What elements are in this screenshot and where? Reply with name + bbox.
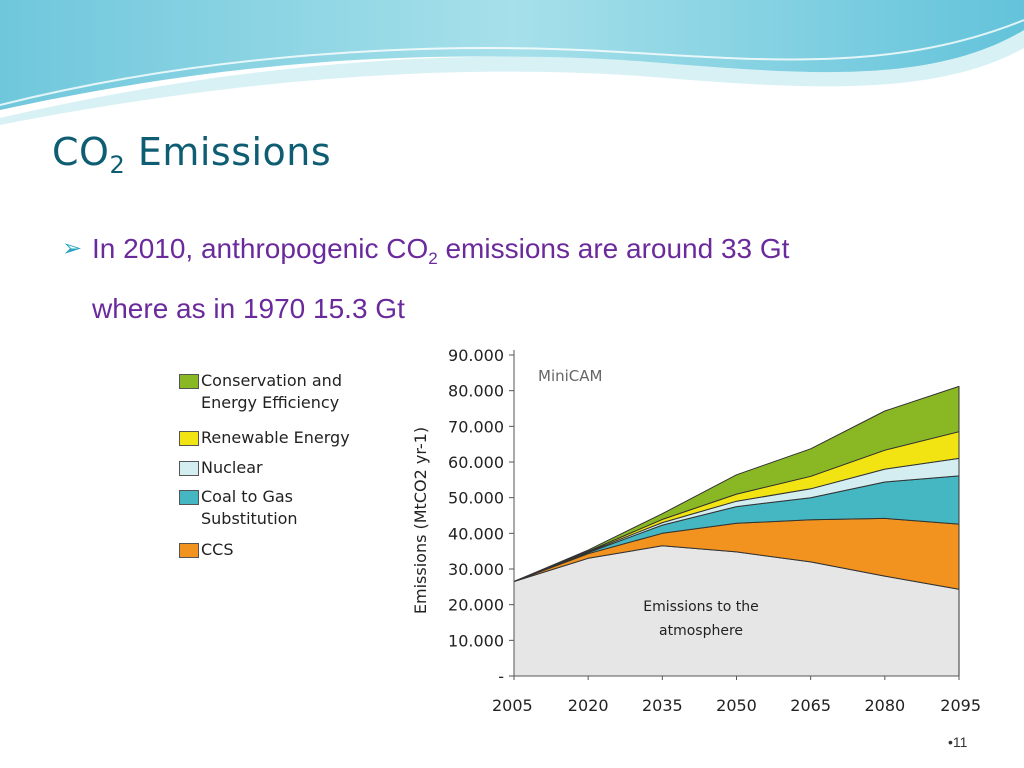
legend-swatch [179,431,199,446]
y-tick-label: 60.000 [448,453,504,472]
y-tick-label: 30.000 [448,560,504,579]
y-tick-label: 10.000 [448,631,504,650]
x-tick-label: 2005 [492,696,533,715]
y-tick-label: 90.000 [448,346,504,365]
legend-label: Coal to Gas [201,487,293,506]
y-tick-label: - [498,667,504,686]
legend-label: Conservation and [201,371,342,390]
x-tick-label: 2095 [940,696,981,715]
chart-axes: - 10.000 20.000 30.000 40.000 50.000 60.000 70.… [448,346,981,715]
arrow-bullet-icon: ➢ [62,235,83,262]
legend-label: Renewable Energy [201,428,350,447]
x-tick-label: 2020 [568,696,609,715]
y-tick-label: 20.000 [448,596,504,615]
area-series-conservation-and-energy-efficiency [513,385,960,582]
page-number: •11 [948,734,968,750]
bullet-point: ➢ In 2010, anthropogenic CO2 emissions a… [62,224,982,334]
atmosphere-annotation: Emissions to the atmosphere [643,599,759,639]
y-tick-label: 40.000 [448,524,504,543]
chart-areas [513,385,960,677]
annotation-line: atmosphere [659,623,743,639]
y-tick-label: 80.000 [448,382,504,401]
emissions-chart: - 10.000 20.000 30.000 40.000 50.000 60.000 70.… [393,340,985,725]
legend-swatch [179,461,199,476]
chart-legend: Conservation and Energy Efficiency Renewab… [167,357,383,572]
legend-swatch [179,490,199,505]
bullet-text-line1: In 2010, anthropogenic CO2 emissions are… [92,233,790,268]
annotation-line: Emissions to the [643,599,759,615]
legend-label: Nuclear [201,458,263,477]
x-tick-label: 2065 [790,696,831,715]
y-axis-label-text: Emissions (MtCO2 yr-1) [411,427,430,614]
legend-label: CCS [201,540,234,559]
y-tick-label: 50.000 [448,489,504,508]
legend-swatch [179,543,199,558]
x-tick-label: 2080 [864,696,905,715]
x-tick-label: 2035 [642,696,683,715]
y-tick-label: 70.000 [448,417,504,436]
x-tick-label: 2050 [716,696,757,715]
bullet-text-line2: where as in 1970 15.3 Gt [92,293,405,324]
model-label: MiniCAM [538,367,602,385]
legend-swatch [179,374,199,389]
legend-label-line2: Energy Efficiency [201,393,340,412]
legend-label-line2: Substitution [201,509,298,528]
header-wave-decoration [0,0,1024,125]
y-axis-label: Emissions (MtCO2 yr-1) [411,427,430,614]
slide-title: CO2 Emissions [52,130,332,179]
